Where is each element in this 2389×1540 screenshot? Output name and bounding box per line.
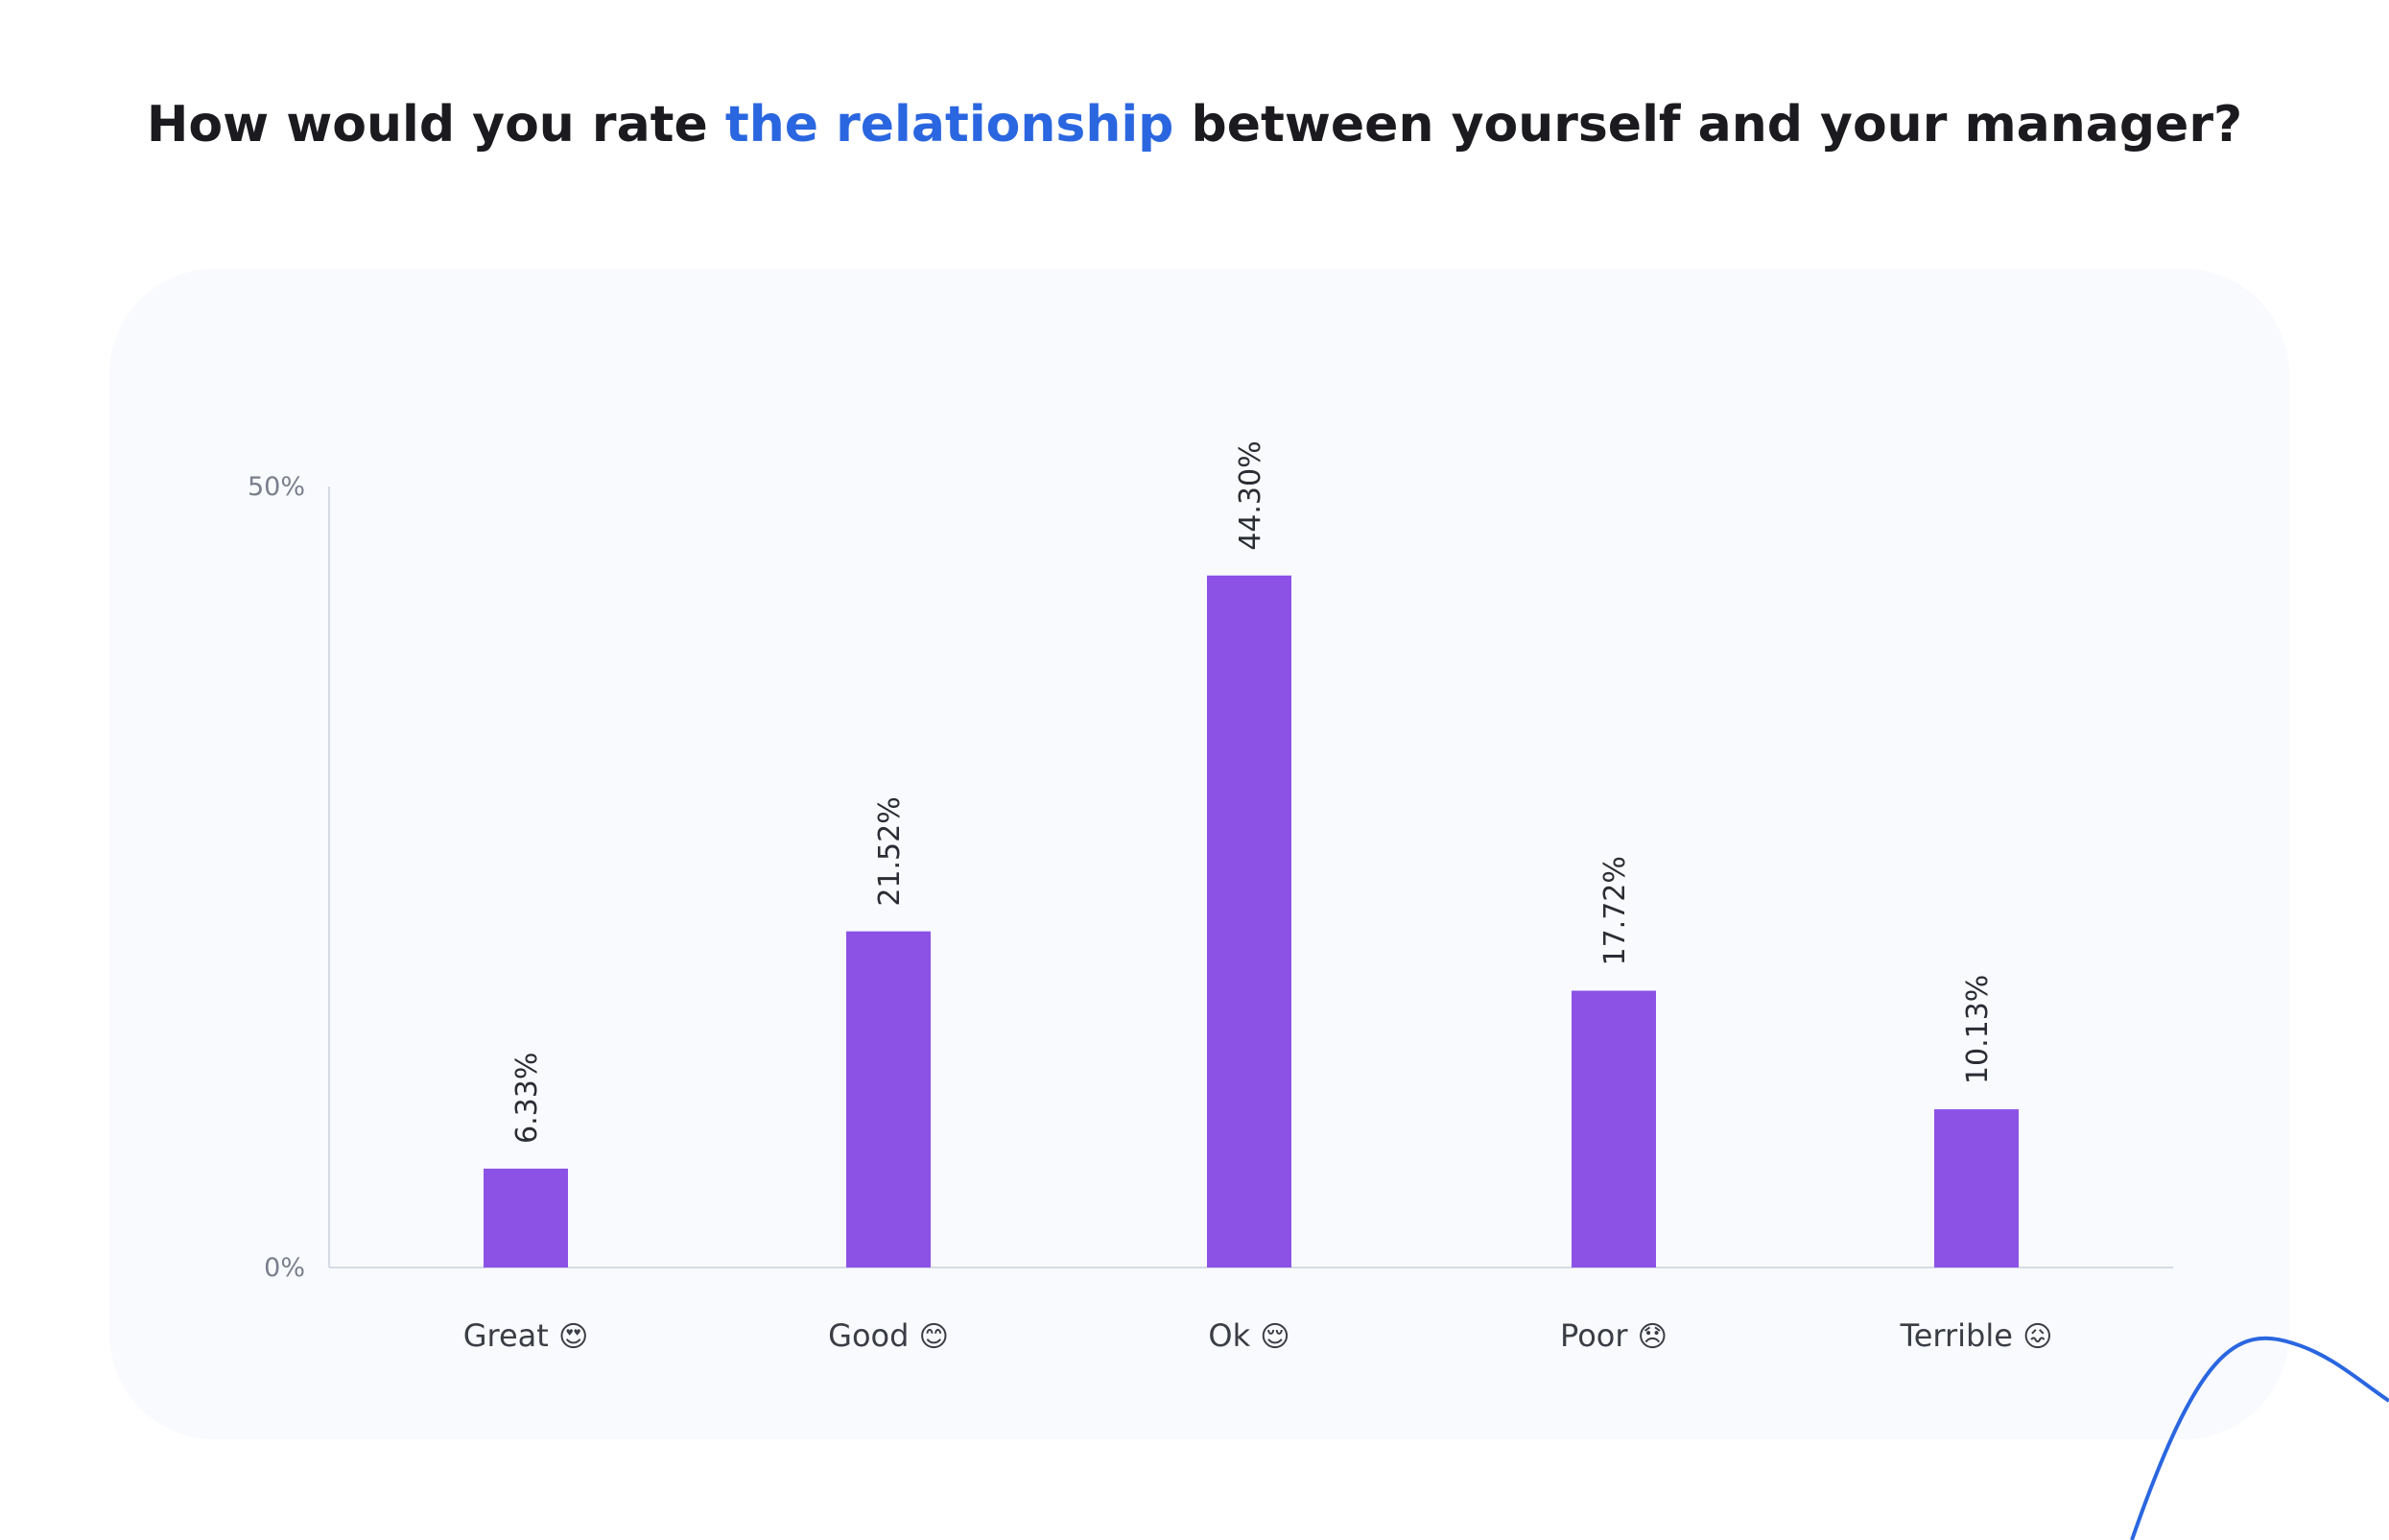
x-tick-label: Poor 😞 <box>1560 1317 1668 1354</box>
bar-good <box>846 931 931 1268</box>
title-part-1: How would you rate <box>146 96 725 154</box>
category-name: Poor <box>1560 1317 1638 1354</box>
bar-value-label: 17.72% <box>1598 856 1632 965</box>
chart-panel <box>109 269 2289 1439</box>
bar-value-label: 10.13% <box>1961 975 1995 1084</box>
category-emoji-icon: 😊 <box>919 1320 949 1354</box>
page-title: How would you rate the relationship betw… <box>0 96 2389 154</box>
bar-value-label: 6.33% <box>510 1053 544 1144</box>
x-tick-label: Terrible 😖 <box>1900 1317 2053 1354</box>
title-part-2: between yourself and your manager? <box>1173 96 2243 154</box>
category-emoji-icon: 😖 <box>2022 1320 2052 1354</box>
bar-poor <box>1572 990 1656 1268</box>
bar-value-label: 44.30% <box>1234 440 1267 550</box>
category-name: Ok <box>1208 1317 1260 1354</box>
category-name: Great <box>463 1317 558 1354</box>
category-emoji-icon: 😍 <box>558 1320 588 1354</box>
chart-labels: 6.33% Great 😍 21.52% Good 😊 44.30% Ok 😌 17.72%… <box>463 440 2053 1354</box>
category-name: Terrible <box>1900 1317 2023 1354</box>
x-tick-label: Good 😊 <box>828 1317 949 1354</box>
category-name: Good <box>828 1317 918 1354</box>
category-emoji-icon: 😞 <box>1638 1320 1668 1354</box>
x-tick-label: Great 😍 <box>463 1317 589 1354</box>
category-emoji-icon: 😌 <box>1260 1320 1289 1354</box>
title-highlight: the relationship <box>724 96 1174 154</box>
bar-value-label: 21.52% <box>873 796 907 906</box>
decorative-curve <box>2130 1336 2389 1540</box>
x-tick-label: Ok 😌 <box>1208 1317 1289 1354</box>
chart-bars <box>484 575 2019 1268</box>
y-tick-label: 0% <box>264 1253 305 1283</box>
bar-great <box>484 1168 568 1268</box>
y-tick-label: 50% <box>248 472 305 502</box>
bar-terrible <box>1934 1109 2019 1268</box>
bar-ok <box>1207 575 1291 1268</box>
